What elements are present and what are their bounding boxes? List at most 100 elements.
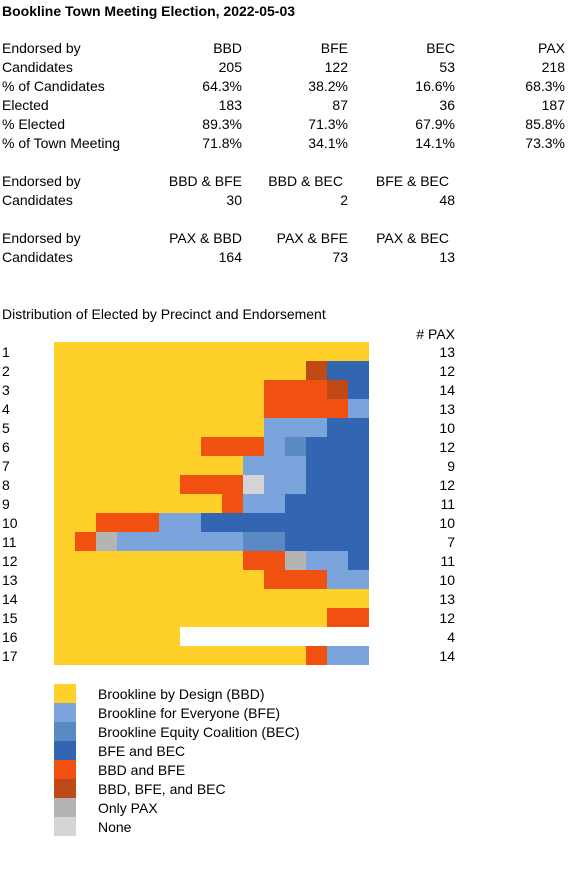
pairs2-cell: 164	[218, 249, 242, 265]
page-title: Bookline Town Meeting Election, 2022-05-…	[2, 3, 296, 19]
pairs2-cell: 73	[332, 249, 348, 265]
heatmap-cell-bbd	[54, 380, 264, 399]
heatmap-cell-bbd-bfe-bec	[306, 361, 327, 380]
pax-count: 12	[439, 439, 455, 455]
precinct-label: 2	[2, 363, 10, 379]
summary-cell: 73.3%	[525, 135, 565, 151]
heatmap-cell-bbd-bfe	[201, 437, 264, 456]
pax-count: 14	[439, 382, 455, 398]
heatmap-cell-bfe-bec	[285, 532, 369, 551]
chart-title: Distribution of Elected by Precinct and …	[2, 306, 326, 322]
summary-row-label: Candidates	[2, 59, 73, 75]
legend-label: Brookline Equity Coalition (BEC)	[98, 724, 300, 740]
summary-cell: 187	[541, 97, 565, 113]
heatmap-cell-bbd	[54, 342, 369, 361]
pairs1-col: BFE & BEC	[375, 173, 449, 189]
heatmap-cell-bbd	[54, 646, 306, 665]
legend-swatch	[54, 703, 76, 722]
precinct-label: 1	[2, 344, 10, 360]
summary-cell: 38.2%	[308, 78, 348, 94]
heatmap-cell-bbd	[54, 494, 222, 513]
pax-count: 10	[439, 572, 455, 588]
pax-count: 9	[447, 458, 455, 474]
legend-swatch	[54, 741, 76, 760]
heatmap-cell-bfe	[327, 646, 369, 665]
precinct-label: 14	[2, 591, 18, 607]
pax-count: 13	[439, 344, 455, 360]
heatmap-cell-bbd	[54, 551, 243, 570]
summary-col-bec: BEC	[426, 40, 455, 56]
pairs1-cell: 30	[226, 192, 242, 208]
summary-cell: 85.8%	[525, 116, 565, 132]
legend-swatch	[54, 798, 76, 817]
summary-cell: 205	[218, 59, 242, 75]
summary-cell: 218	[541, 59, 565, 75]
heatmap-cell-pax-only	[96, 532, 117, 551]
heatmap-cell-bbd	[54, 437, 201, 456]
heatmap-cell-bbd-bfe	[264, 570, 327, 589]
pax-count: 14	[439, 648, 455, 664]
summary-cell: 53	[439, 59, 455, 75]
summary-cell: 14.1%	[415, 135, 455, 151]
pairs2-col: PAX & BBD	[169, 230, 242, 246]
heatmap-cell-bbd	[54, 532, 75, 551]
summary-cell: 87	[332, 97, 348, 113]
pax-header: # PAX	[416, 326, 455, 342]
heatmap-cell-bbd-bfe	[306, 646, 327, 665]
heatmap-cell-bfe-bec	[306, 437, 369, 456]
pairs2-row-label: Candidates	[2, 249, 73, 265]
pax-count: 10	[439, 515, 455, 531]
heatmap-cell-bfe-bec	[327, 361, 369, 380]
legend-label: Brookline for Everyone (BFE)	[98, 705, 280, 721]
heatmap-cell-bec	[285, 437, 306, 456]
heatmap-cell-pax-only	[285, 551, 306, 570]
heatmap-cell-bbd	[54, 361, 306, 380]
pairs2-cell: 13	[439, 249, 455, 265]
summary-col-bfe: BFE	[320, 40, 348, 56]
heatmap-cell-bbd	[54, 589, 369, 608]
precinct-label: 16	[2, 629, 18, 645]
summary-cell: 64.3%	[202, 78, 242, 94]
summary-cell: 89.3%	[202, 116, 242, 132]
legend-label: BFE and BEC	[98, 743, 185, 759]
precinct-label: 4	[2, 401, 10, 417]
precinct-label: 6	[2, 439, 10, 455]
heatmap-cell-empty	[180, 627, 369, 646]
summary-cell: 68.3%	[525, 78, 565, 94]
pairs2-col: PAX & BEC	[376, 230, 449, 246]
precinct-label: 15	[2, 610, 18, 626]
summary-cell: 122	[324, 59, 348, 75]
legend-label: None	[98, 819, 132, 835]
heatmap-cell-bfe	[243, 494, 285, 513]
summary-row-label: % of Town Meeting	[2, 135, 121, 151]
heatmap-cell-bbd	[54, 475, 180, 494]
legend-label: Brookline by Design (BBD)	[98, 686, 265, 702]
heatmap-cell-bfe-bec	[306, 475, 369, 494]
precinct-label: 13	[2, 572, 18, 588]
heatmap-cell-bfe	[264, 475, 306, 494]
summary-cell: 71.8%	[202, 135, 242, 151]
heatmap-cell-bbd	[54, 456, 243, 475]
pax-count: 11	[440, 553, 455, 569]
heatmap-cell-bbd	[54, 399, 264, 418]
heatmap-cell-bfe	[264, 437, 285, 456]
pairs2-header-label: Endorsed by	[2, 230, 81, 246]
legend-swatch	[54, 722, 76, 741]
pairs1-col: BBD & BFE	[168, 173, 242, 189]
heatmap-cell-bbd	[54, 513, 96, 532]
pax-count: 13	[439, 591, 455, 607]
precinct-label: 9	[2, 496, 10, 512]
pax-count: 12	[439, 477, 455, 493]
heatmap-cell-bbd	[54, 418, 264, 437]
pax-count: 12	[439, 363, 455, 379]
precinct-label: 10	[2, 515, 18, 531]
heatmap-cell-bfe	[243, 456, 306, 475]
pairs1-cell: 48	[439, 192, 455, 208]
heatmap-cell-bfe-bec	[327, 418, 369, 437]
precinct-label: 17	[2, 648, 18, 664]
summary-cell: 67.9%	[415, 116, 455, 132]
legend-swatch	[54, 684, 76, 703]
pairs1-col: BBD & BEC	[268, 173, 343, 189]
heatmap-cell-bfe	[327, 570, 369, 589]
heatmap-cell-bfe-bec	[285, 494, 369, 513]
